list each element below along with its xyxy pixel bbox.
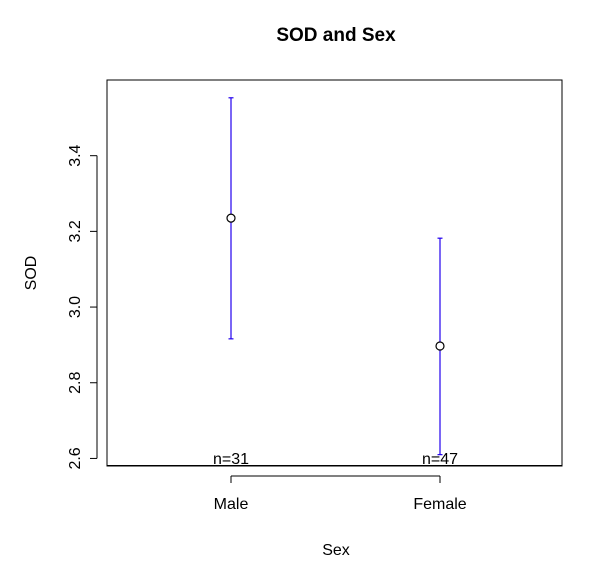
x-axis-title: Sex [322,542,350,559]
y-tick-label: 3.4 [67,144,84,166]
mean-point [226,213,236,223]
x-axis: Male Female [214,475,467,513]
x-tick-label: Female [413,496,466,513]
mean-point [435,341,445,351]
y-tick-label: 2.6 [67,447,84,469]
chart-title: SOD and Sex [276,25,396,46]
y-tick-label: 3.2 [67,220,84,242]
x-tick-label: Male [214,496,249,513]
y-axis-title: SOD [23,256,40,291]
series [226,97,445,456]
plot-frame [106,79,563,467]
y-tick-label: 3.0 [67,296,84,318]
n-label: n=47 [422,451,458,468]
n-label: n=31 [213,451,249,468]
y-axis: 2.6 2.8 3.0 3.2 3.4 [67,144,98,470]
n-labels: n=31 n=47 [107,451,562,468]
y-tick-label: 2.8 [67,372,84,394]
